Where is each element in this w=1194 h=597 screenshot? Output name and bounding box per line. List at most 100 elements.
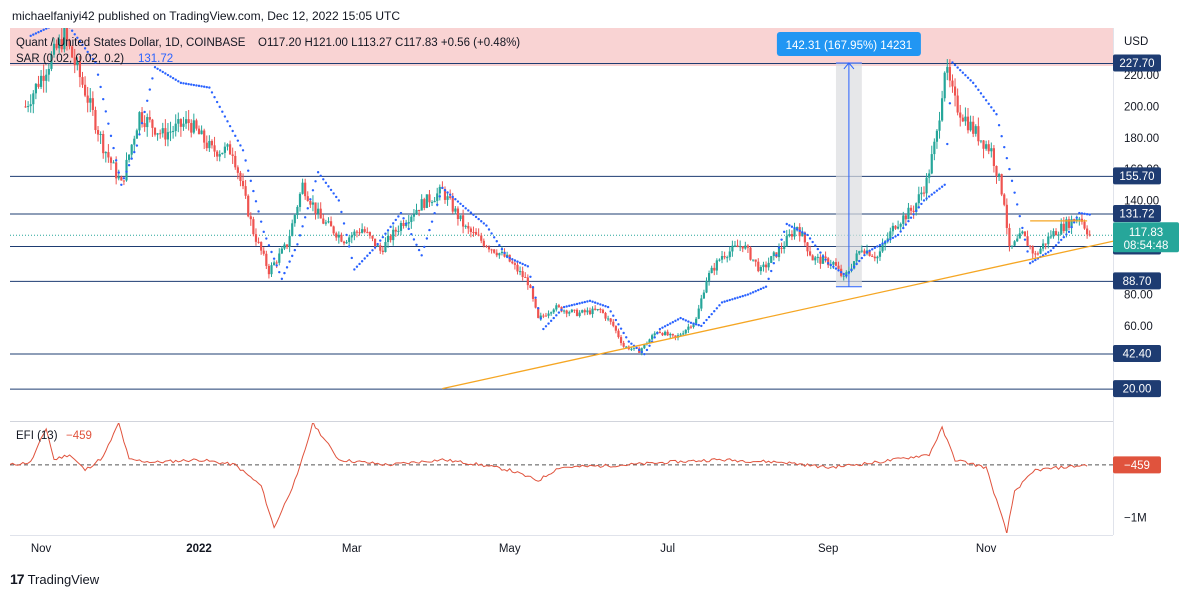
sar-dot-236 xyxy=(640,350,643,354)
sar-dot-367 xyxy=(979,92,983,95)
sar-dot-231 xyxy=(627,340,631,343)
sar-dot-41 xyxy=(135,144,139,147)
sar-dot-217 xyxy=(591,300,594,303)
sar-dot-343 xyxy=(917,206,921,209)
candle-139 xyxy=(384,237,387,253)
candle-365 xyxy=(969,115,972,132)
sar-dot-292 xyxy=(785,222,788,226)
candle-174 xyxy=(474,228,478,235)
sar-dot-285 xyxy=(767,277,770,281)
candle-65 xyxy=(192,113,195,135)
candle-337 xyxy=(896,220,900,230)
legend-efi: EFI (13) xyxy=(16,430,58,442)
sar-dot-35 xyxy=(120,183,123,186)
sar-dot-113 xyxy=(322,178,325,181)
candle-250 xyxy=(671,333,674,338)
sar-dot-159 xyxy=(441,186,444,190)
candle-225 xyxy=(607,315,610,322)
sar-dot-201 xyxy=(549,319,553,323)
candle-148 xyxy=(407,215,410,228)
sar-dot-305 xyxy=(819,251,822,254)
level-badge-2: 131.72 xyxy=(1113,204,1161,222)
sar-dot-5 xyxy=(42,28,45,32)
candle-364 xyxy=(966,107,970,134)
candle-370 xyxy=(982,140,985,159)
candle-267 xyxy=(715,258,718,275)
sar-dot-16 xyxy=(70,29,74,32)
sar-dot-342 xyxy=(915,209,918,213)
sar-dot-119 xyxy=(337,199,341,202)
trend-line[interactable] xyxy=(442,240,1113,390)
sar-dot-123 xyxy=(347,245,351,248)
sar-dot-68 xyxy=(205,85,208,89)
sar-dot-339 xyxy=(907,219,910,223)
candle-277 xyxy=(741,246,744,253)
candle-13 xyxy=(58,34,61,53)
sar-dot-135 xyxy=(379,239,382,242)
sar-dot-334 xyxy=(894,235,897,238)
sar-dot-234 xyxy=(635,346,638,350)
candle-18 xyxy=(71,45,74,59)
sar-dot-194 xyxy=(531,286,535,289)
candle-264 xyxy=(707,270,711,286)
sar-dot-127 xyxy=(358,262,361,266)
candle-120 xyxy=(335,231,338,241)
candle-385 xyxy=(1021,230,1024,235)
candle-33 xyxy=(109,156,113,170)
sar-dot-373 xyxy=(995,113,998,116)
candle-158 xyxy=(433,197,436,203)
candle-369 xyxy=(979,140,983,144)
candle-126 xyxy=(350,232,353,244)
candle-340 xyxy=(904,214,907,225)
candle-196 xyxy=(531,286,535,302)
price-axis[interactable]: 220.00200.00180.00160.00140.0080.0060.00… xyxy=(1124,70,1159,524)
sar-dot-177 xyxy=(487,228,491,231)
candle-83 xyxy=(239,170,242,187)
sar-dot-403 xyxy=(1072,221,1076,224)
candle-155 xyxy=(425,194,428,209)
sar-dot-263 xyxy=(710,312,713,316)
level-badge-6: 20.00 xyxy=(1113,380,1161,398)
sar-dot-32 xyxy=(112,146,115,150)
sar-dot-44 xyxy=(143,110,146,114)
price-tick-5: 80.00 xyxy=(1124,290,1153,302)
candle-106 xyxy=(298,192,302,212)
candle-335 xyxy=(891,222,895,235)
sar-dot-21 xyxy=(83,47,87,50)
sar-dot-81 xyxy=(239,144,242,147)
candle-396 xyxy=(1049,230,1052,239)
candle-200 xyxy=(542,313,545,319)
candle-275 xyxy=(736,239,739,248)
candle-218 xyxy=(588,307,592,316)
sar-dot-394 xyxy=(1049,249,1053,252)
sar-dot-313 xyxy=(839,270,843,274)
sar-dot-294 xyxy=(790,225,794,228)
sar-dot-388 xyxy=(1034,258,1037,262)
price-tick-1: 200.00 xyxy=(1124,101,1159,113)
candle-89 xyxy=(254,228,258,246)
candle-297 xyxy=(793,222,796,240)
sar-dot-379 xyxy=(1010,179,1014,183)
sar-dot-109 xyxy=(311,189,315,192)
candle-50 xyxy=(153,127,157,137)
candle-302 xyxy=(806,241,809,257)
candle-156 xyxy=(428,189,431,208)
candle-223 xyxy=(601,308,605,314)
sar-dot-295 xyxy=(793,226,796,230)
sar-dot-130 xyxy=(366,254,369,257)
candle-220 xyxy=(594,305,597,311)
sar-dot-29 xyxy=(104,110,108,113)
candle-331 xyxy=(881,238,884,253)
candle-210 xyxy=(568,310,571,317)
sar-dot-4 xyxy=(39,29,43,33)
candle-314 xyxy=(837,261,840,270)
tradingview-brand[interactable]: 17 TradingView xyxy=(10,571,99,587)
candle-391 xyxy=(1036,251,1040,256)
time-axis[interactable]: Nov 2022 Mar May Jul Sep Nov xyxy=(31,543,997,555)
sar-dot-165 xyxy=(456,200,460,203)
sar-dot-253 xyxy=(684,319,687,322)
sar-dot-289 xyxy=(777,246,781,249)
sar-dot-249 xyxy=(674,319,677,323)
